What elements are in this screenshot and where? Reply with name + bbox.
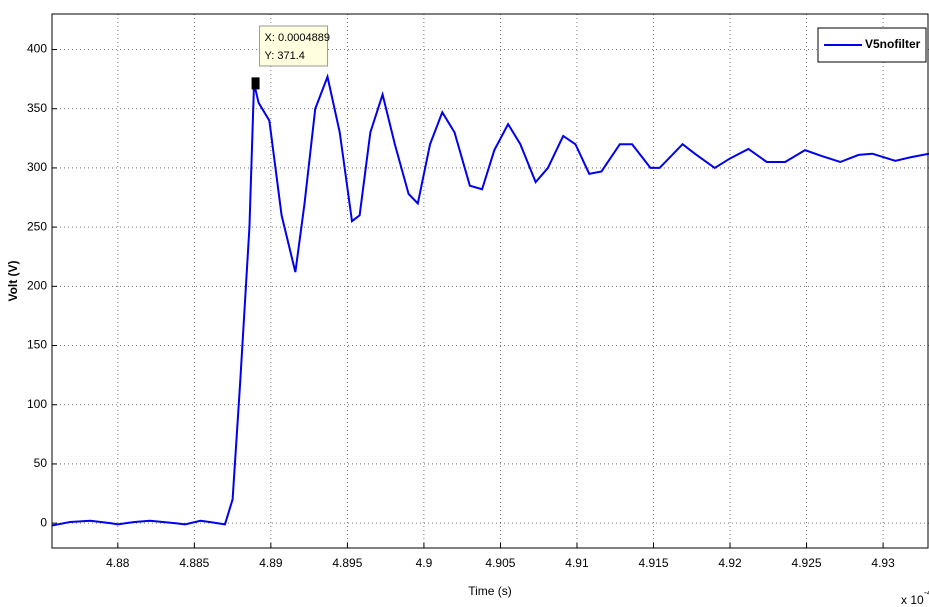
legend-label: V5nofilter	[865, 37, 921, 51]
x-tick-label: 4.905	[485, 556, 515, 570]
y-tick-label: 200	[27, 279, 47, 293]
x-tick-label: 4.88	[106, 556, 130, 570]
y-tick-label: 300	[27, 160, 47, 174]
x-tick-label: 4.89	[259, 556, 283, 570]
datatip-box	[259, 25, 329, 67]
x-tick-label: 4.885	[179, 556, 209, 570]
x-multiplier: x 10	[901, 593, 924, 607]
y-tick-label: 0	[40, 515, 47, 529]
axes-box	[51, 13, 929, 549]
x-tick-label: 4.895	[332, 556, 362, 570]
x-tick-label: 4.925	[792, 556, 822, 570]
data-line	[51, 73, 929, 527]
x-tick-label: 4.915	[638, 556, 668, 570]
y-tick-label: 250	[27, 219, 47, 233]
datatip-y: Y: 371.4	[265, 50, 305, 62]
datatip-marker	[251, 77, 260, 90]
x-tick-label: 4.91	[565, 556, 589, 570]
x-tick-label: 4.93	[871, 556, 895, 570]
y-axis-label: Volt (V)	[6, 260, 20, 301]
y-tick-label: 50	[34, 456, 48, 470]
x-tick-label: 4.92	[718, 556, 742, 570]
x-axis-label: Time (s)	[468, 584, 512, 598]
plot-area	[52, 14, 929, 548]
y-tick-label: 400	[27, 42, 47, 56]
y-tick-label: 100	[27, 397, 47, 411]
x-multiplier-exponent: -4	[924, 587, 929, 597]
x-tick-label: 4.9	[416, 556, 433, 570]
y-tick-label: 150	[27, 338, 47, 352]
datatip-x: X: 0.0004889	[265, 32, 330, 44]
y-tick-label: 350	[27, 101, 47, 115]
